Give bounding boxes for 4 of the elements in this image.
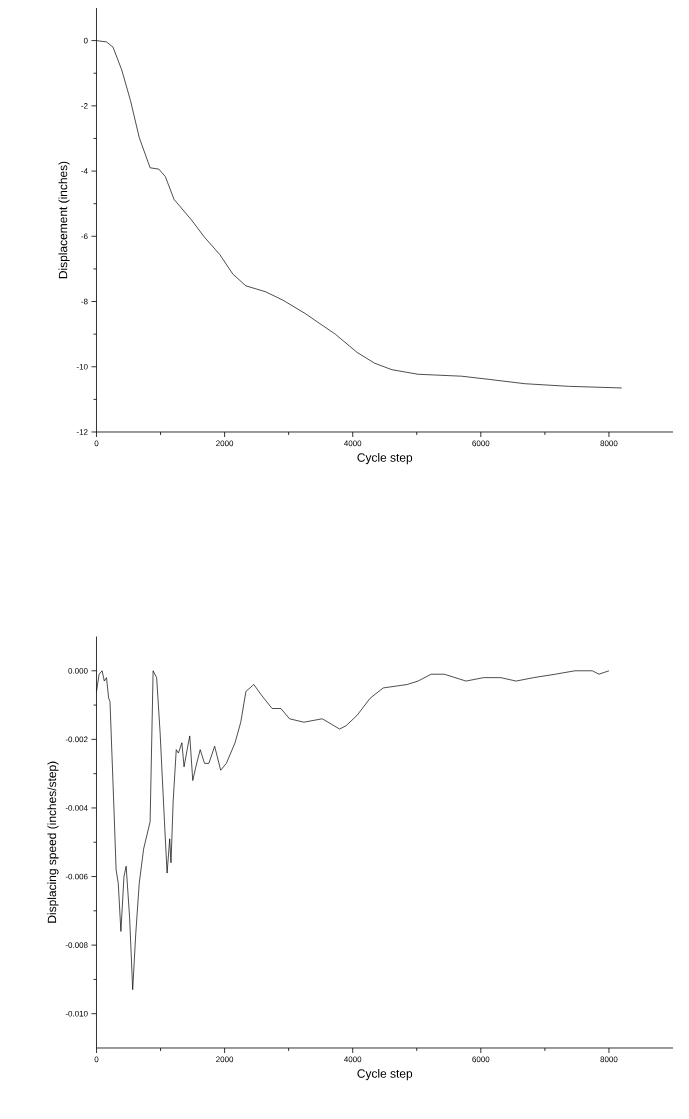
x-axis-title: Cycle step bbox=[357, 453, 413, 465]
y-axis-title: Displacement (inches) bbox=[58, 161, 70, 279]
y-axis-title: Displacing speed (inches/step) bbox=[47, 761, 59, 923]
x-axis-title: Cycle step bbox=[357, 1069, 413, 1081]
